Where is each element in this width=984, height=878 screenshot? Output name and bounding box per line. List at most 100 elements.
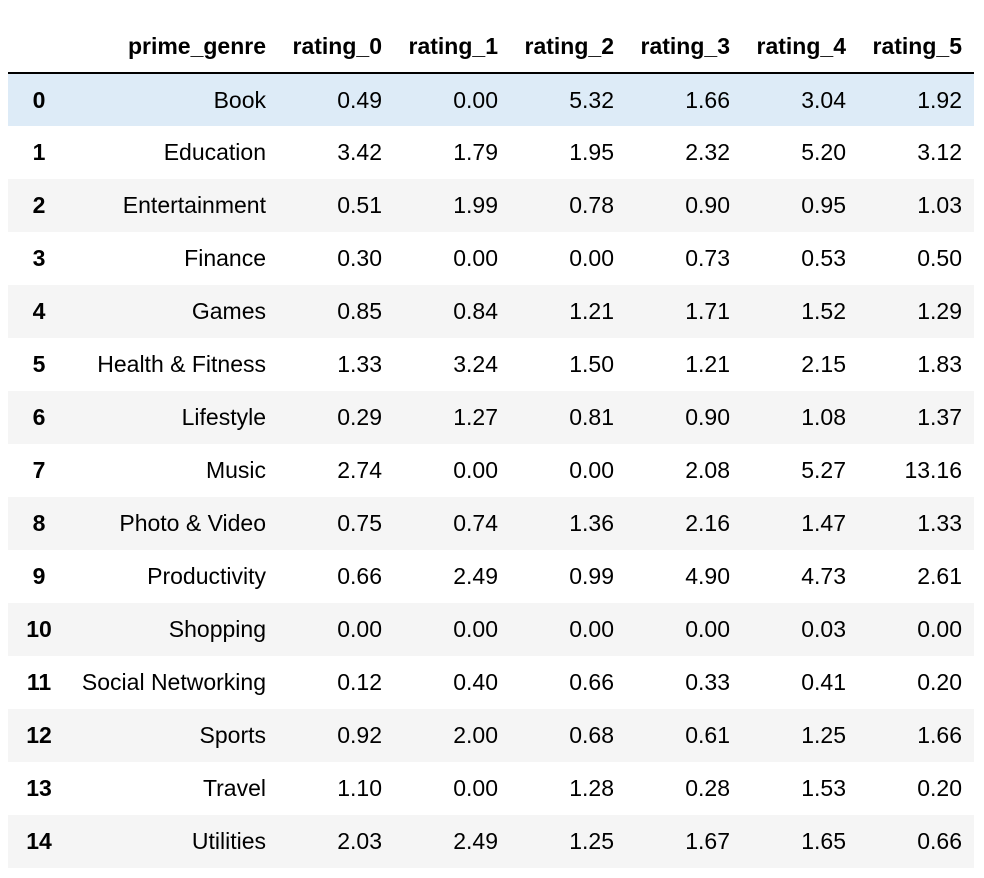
table-row: 0 Book 0.49 0.00 5.32 1.66 3.04 1.92 — [8, 73, 974, 126]
cell-rating-2: 0.00 — [569, 245, 614, 271]
cell-prime-genre: Travel — [202, 775, 266, 801]
cell-rating-4: 2.15 — [801, 351, 846, 377]
cell-rating-4: 5.20 — [801, 139, 846, 165]
table-row: 8 Photo & Video 0.75 0.74 1.36 2.16 1.47 1.33 — [8, 497, 974, 550]
cell-rating-5: 1.83 — [917, 351, 962, 377]
cell-rating-0: 0.12 — [337, 669, 382, 695]
cell-rating-3: 0.28 — [685, 775, 730, 801]
column-header-rating-1: rating_1 — [394, 20, 510, 74]
cell-rating-0: 2.03 — [337, 828, 382, 854]
cell-rating-5: 1.37 — [917, 404, 962, 430]
row-index: 0 — [32, 86, 46, 113]
index-header — [8, 20, 70, 74]
cell-rating-1: 2.00 — [453, 722, 498, 748]
cell-rating-1: 0.74 — [453, 510, 498, 536]
row-index: 12 — [26, 722, 52, 748]
cell-prime-genre: Finance — [184, 245, 266, 271]
row-index: 10 — [26, 616, 52, 642]
cell-rating-3: 0.33 — [685, 669, 730, 695]
cell-rating-3: 4.90 — [685, 563, 730, 589]
cell-rating-5: 1.33 — [917, 510, 962, 536]
cell-rating-5: 0.20 — [917, 669, 962, 695]
cell-rating-2: 0.66 — [569, 669, 614, 695]
cell-rating-1: 0.00 — [453, 616, 498, 642]
row-index: 1 — [32, 139, 46, 165]
cell-prime-genre: Book — [213, 86, 266, 113]
cell-rating-1: 0.00 — [453, 86, 498, 113]
dataframe-table: prime_genre rating_0 rating_1 rating_2 r… — [8, 20, 974, 868]
table-header: prime_genre rating_0 rating_1 rating_2 r… — [8, 20, 974, 74]
row-index: 6 — [32, 404, 46, 430]
cell-rating-1: 2.49 — [453, 563, 498, 589]
cell-rating-5: 2.61 — [917, 563, 962, 589]
cell-rating-0: 2.74 — [337, 457, 382, 483]
cell-prime-genre: Education — [163, 139, 266, 165]
cell-rating-5: 0.00 — [917, 616, 962, 642]
cell-rating-0: 0.29 — [337, 404, 382, 430]
cell-rating-4: 0.53 — [801, 245, 846, 271]
cell-rating-2: 1.36 — [569, 510, 614, 536]
cell-prime-genre: Social Networking — [81, 669, 266, 695]
row-index: 8 — [32, 510, 46, 536]
cell-prime-genre: Lifestyle — [181, 404, 266, 430]
table-row: 3 Finance 0.30 0.00 0.00 0.73 0.53 0.50 — [8, 232, 974, 285]
cell-rating-2: 0.99 — [569, 563, 614, 589]
row-index: 4 — [32, 298, 46, 324]
column-header-prime-genre: prime_genre — [70, 20, 278, 74]
cell-rating-1: 0.00 — [453, 775, 498, 801]
cell-prime-genre: Health & Fitness — [97, 351, 266, 377]
cell-rating-1: 3.24 — [453, 351, 498, 377]
cell-rating-1: 1.79 — [453, 139, 498, 165]
column-header-rating-0: rating_0 — [278, 20, 394, 74]
cell-rating-2: 0.81 — [569, 404, 614, 430]
cell-rating-4: 1.65 — [801, 828, 846, 854]
table-row: 7 Music 2.74 0.00 0.00 2.08 5.27 13.16 — [8, 444, 974, 497]
cell-rating-5: 1.66 — [917, 722, 962, 748]
cell-rating-2: 1.50 — [569, 351, 614, 377]
cell-rating-0: 1.33 — [337, 351, 382, 377]
table-row: 12 Sports 0.92 2.00 0.68 0.61 1.25 1.66 — [8, 709, 974, 762]
cell-rating-0: 3.42 — [337, 139, 382, 165]
cell-rating-4: 4.73 — [801, 563, 846, 589]
cell-prime-genre: Utilities — [191, 828, 266, 854]
cell-rating-2: 1.21 — [569, 298, 614, 324]
cell-rating-2: 1.28 — [569, 775, 614, 801]
table-row: 4 Games 0.85 0.84 1.21 1.71 1.52 1.29 — [8, 285, 974, 338]
table-row: 13 Travel 1.10 0.00 1.28 0.28 1.53 0.20 — [8, 762, 974, 815]
cell-rating-1: 0.40 — [453, 669, 498, 695]
cell-rating-5: 0.50 — [917, 245, 962, 271]
table-row: 10 Shopping 0.00 0.00 0.00 0.00 0.03 0.00 — [8, 603, 974, 656]
cell-rating-0: 0.85 — [337, 298, 382, 324]
cell-rating-3: 1.71 — [685, 298, 730, 324]
cell-prime-genre: Sports — [199, 722, 266, 748]
cell-rating-1: 1.27 — [453, 404, 498, 430]
cell-rating-0: 0.92 — [337, 722, 382, 748]
row-index: 2 — [32, 192, 46, 218]
cell-rating-3: 1.66 — [685, 86, 730, 113]
cell-rating-5: 0.66 — [917, 828, 962, 854]
cell-rating-4: 3.04 — [801, 86, 846, 113]
cell-rating-2: 0.78 — [569, 192, 614, 218]
cell-rating-2: 0.68 — [569, 722, 614, 748]
cell-rating-4: 0.03 — [801, 616, 846, 642]
cell-rating-3: 2.16 — [685, 510, 730, 536]
cell-rating-3: 0.61 — [685, 722, 730, 748]
cell-rating-5: 1.92 — [917, 86, 962, 113]
table-row: 6 Lifestyle 0.29 1.27 0.81 0.90 1.08 1.37 — [8, 391, 974, 444]
cell-rating-0: 0.49 — [337, 86, 382, 113]
cell-prime-genre: Games — [191, 298, 266, 324]
row-index: 13 — [26, 775, 52, 801]
cell-rating-4: 5.27 — [801, 457, 846, 483]
row-index: 9 — [32, 563, 46, 589]
cell-rating-0: 1.10 — [337, 775, 382, 801]
cell-rating-1: 0.84 — [453, 298, 498, 324]
cell-rating-0: 0.75 — [337, 510, 382, 536]
cell-rating-4: 0.41 — [801, 669, 846, 695]
row-index: 7 — [32, 457, 46, 483]
cell-rating-1: 0.00 — [453, 245, 498, 271]
row-index: 5 — [32, 351, 46, 377]
cell-rating-1: 2.49 — [453, 828, 498, 854]
cell-rating-4: 1.52 — [801, 298, 846, 324]
table-row: 5 Health & Fitness 1.33 3.24 1.50 1.21 2.15 1.8… — [8, 338, 974, 391]
row-index: 14 — [26, 828, 52, 854]
